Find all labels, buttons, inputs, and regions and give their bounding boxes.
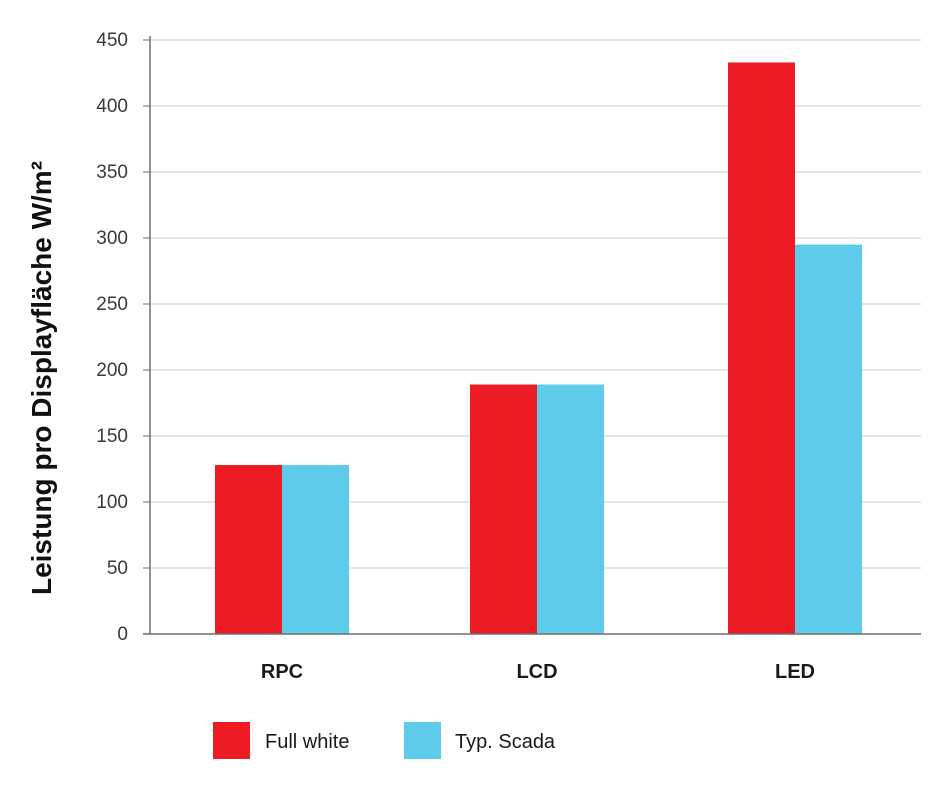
y-tick-label: 0	[117, 624, 128, 645]
category-label: RPC	[261, 661, 303, 683]
category-labels: RPC LCD LED	[261, 661, 815, 683]
bar-rpc-full-white	[215, 465, 282, 634]
y-axis-title: Leistung pro Displayfläche W/m²	[26, 161, 57, 595]
bar-lcd-typ-scada	[537, 384, 604, 634]
category-label: LCD	[516, 661, 557, 683]
y-tick-label: 250	[96, 294, 128, 315]
y-tick-label: 400	[96, 96, 128, 117]
legend: Full white Typ. Scada	[213, 722, 556, 759]
y-tick-labels: 0 50 100 150 200 250 300 350 400 450	[96, 30, 128, 645]
bar-led-typ-scada	[795, 244, 862, 634]
y-tick-label: 350	[96, 162, 128, 183]
y-tick-label: 300	[96, 228, 128, 249]
y-tick-label: 200	[96, 360, 128, 381]
axes	[143, 36, 921, 635]
legend-label: Typ. Scada	[455, 731, 556, 753]
bars	[215, 62, 862, 634]
y-tick-label: 50	[107, 558, 128, 579]
category-label: LED	[775, 661, 815, 683]
y-tick-label: 450	[96, 30, 128, 51]
bar-lcd-full-white	[470, 384, 537, 634]
legend-swatch	[404, 722, 441, 759]
bar-rpc-typ-scada	[282, 465, 349, 634]
y-tick-label: 150	[96, 426, 128, 447]
y-tick-label: 100	[96, 492, 128, 513]
bar-led-full-white	[728, 62, 795, 634]
legend-label: Full white	[265, 731, 349, 753]
legend-swatch	[213, 722, 250, 759]
